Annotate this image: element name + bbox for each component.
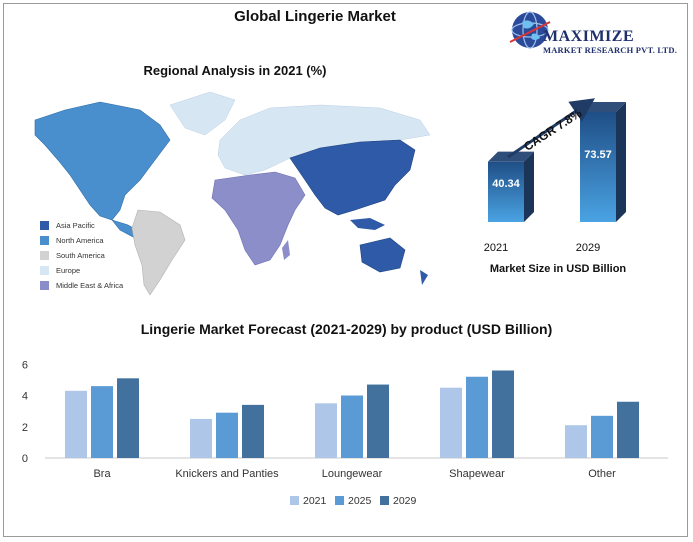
x-category-label: Bra xyxy=(93,468,111,480)
x-category-label: Shapewear xyxy=(449,468,505,480)
legend-label: Middle East & Africa xyxy=(56,281,124,290)
size-x-label-2029: 2029 xyxy=(576,242,600,254)
map-legend-item: North America xyxy=(40,233,123,248)
bar-2025-1 xyxy=(216,412,238,458)
bar-2029-2 xyxy=(367,384,389,458)
x-category-label: Knickers and Panties xyxy=(175,468,279,480)
legend-swatch xyxy=(40,221,49,230)
size-bar xyxy=(488,161,524,222)
bar-2021-1 xyxy=(190,418,212,458)
bar-2021-4 xyxy=(565,425,587,458)
legend-label: 2029 xyxy=(393,495,417,507)
legend-label: Asia Pacific xyxy=(56,221,95,230)
legend-swatch xyxy=(335,496,344,505)
legend-swatch xyxy=(40,281,49,290)
bar-2025-2 xyxy=(341,395,363,458)
bar-2029-3 xyxy=(492,370,514,458)
y-tick-label: 0 xyxy=(22,453,28,465)
legend-label: South America xyxy=(56,251,105,260)
x-category-label: Other xyxy=(588,468,616,480)
legend-swatch xyxy=(40,251,49,260)
size-bar-side xyxy=(524,151,534,222)
size-bar-value-label: 40.34 xyxy=(492,178,520,190)
bar-2025-3 xyxy=(466,376,488,458)
legend-swatch xyxy=(290,496,299,505)
legend-label: 2025 xyxy=(348,495,372,507)
forecast-title: Lingerie Market Forecast (2021-2029) by … xyxy=(140,321,553,337)
bar-2025-0 xyxy=(91,386,113,458)
map-title: Regional Analysis in 2021 (%) xyxy=(143,63,327,78)
map-region-middle-east-africa xyxy=(211,171,306,266)
map-region-greenland xyxy=(169,91,236,136)
map-legend-item: Asia Pacific xyxy=(40,218,123,233)
logo-wordmark: MAXIMIZE xyxy=(543,28,635,45)
world-map xyxy=(34,91,431,296)
globe-icon xyxy=(512,12,548,48)
size-caption: Market Size in USD Billion xyxy=(490,263,627,275)
cagr-arrow xyxy=(507,98,595,159)
map-legend-item: South America xyxy=(40,248,123,263)
legend-swatch xyxy=(380,496,389,505)
bar-2029-0 xyxy=(117,378,139,458)
size-x-label-2021: 2021 xyxy=(484,242,508,254)
bar-2021-0 xyxy=(65,390,87,458)
bar-2029-1 xyxy=(242,404,264,458)
page-title: Global Lingerie Market xyxy=(234,8,396,25)
legend-label: Europe xyxy=(56,266,81,275)
market-size-chart: 40.34 73.57 CAGR 7.8% 2021 2029 Market Si… xyxy=(484,98,627,275)
legend-swatch xyxy=(40,266,49,275)
bar-2025-4 xyxy=(591,415,613,458)
legend-label: North America xyxy=(56,236,104,245)
bar-2021-3 xyxy=(440,387,462,458)
size-bar-side xyxy=(616,102,626,222)
y-tick-label: 4 xyxy=(22,391,28,403)
map-region-north-america xyxy=(34,101,171,221)
map-legend-item: Europe xyxy=(40,263,123,278)
map-region-south-america xyxy=(131,209,186,296)
cagr-label: CAGR 7.8% xyxy=(521,106,584,154)
company-logo xyxy=(509,11,551,49)
logo-subtitle: MARKET RESEARCH PVT. LTD. xyxy=(543,45,678,55)
legend-swatch xyxy=(40,236,49,245)
size-bar xyxy=(580,112,616,222)
legend-label: 2021 xyxy=(303,495,327,507)
size-bar-value-label: 73.57 xyxy=(584,149,612,161)
bar-2029-4 xyxy=(617,401,639,458)
x-category-label: Loungewear xyxy=(322,468,383,480)
bar-2021-2 xyxy=(315,403,337,458)
forecast-chart: 0 2 4 6 Bra Knickers and Panties Loungewear Sh… xyxy=(22,359,668,507)
map-region-asia-pacific xyxy=(289,139,416,216)
map-legend-item: Middle East & Africa xyxy=(40,278,123,293)
y-tick-label: 2 xyxy=(22,422,28,434)
y-tick-label: 6 xyxy=(22,359,28,371)
map-legend: Asia Pacific North America South America… xyxy=(40,218,123,293)
